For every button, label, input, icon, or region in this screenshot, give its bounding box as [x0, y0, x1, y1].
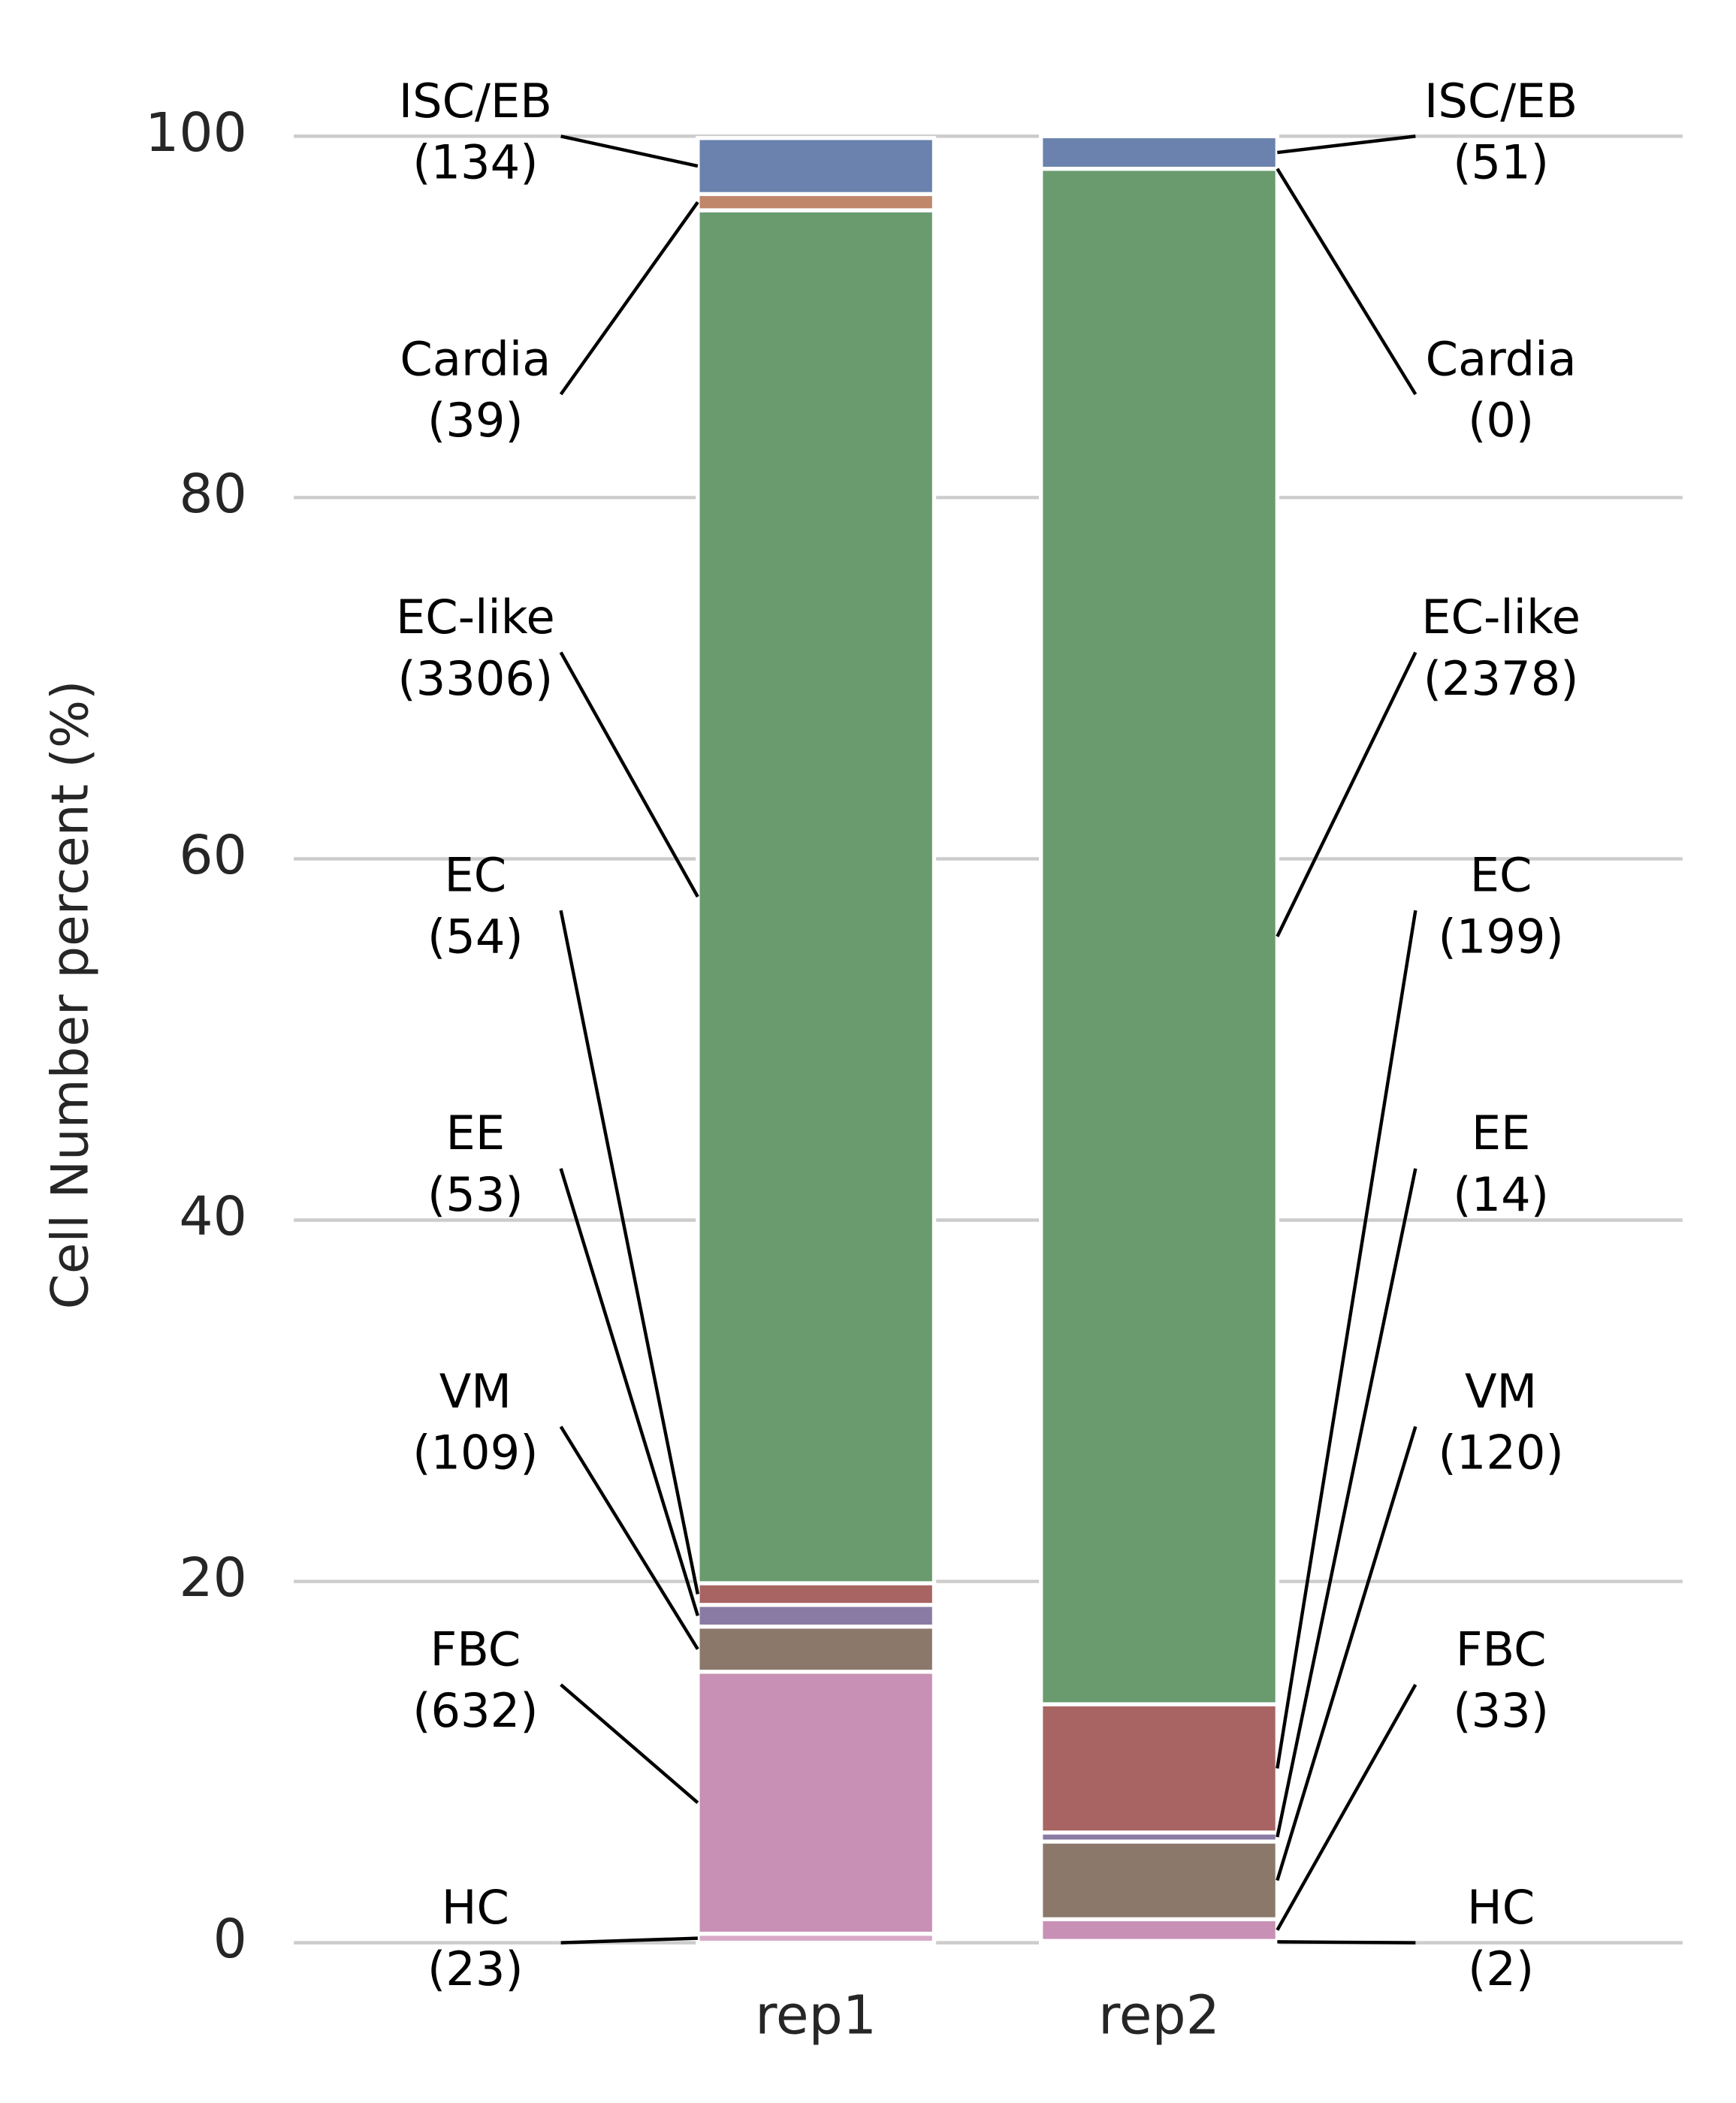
- annotation-name: HC: [442, 1880, 509, 1935]
- annotation-name: VM: [1465, 1364, 1537, 1419]
- y-tick-label: 40: [179, 1185, 246, 1248]
- annotation-count: (53): [427, 1167, 524, 1222]
- leader-line: [559, 201, 699, 396]
- annotation-name: EC-like: [396, 590, 555, 644]
- bar-segment: [696, 1625, 937, 1674]
- annotation-count: (134): [412, 135, 538, 190]
- x-tick-label: rep1: [755, 1984, 877, 2046]
- annotation-name: EE: [1472, 1106, 1531, 1160]
- bar-segment: [696, 1581, 937, 1607]
- grid: 0 20 40 60 80 100: [145, 101, 1683, 1970]
- annotation-name: EC: [1470, 848, 1532, 903]
- bar-segment: [696, 192, 937, 213]
- annotation-count: (51): [1453, 135, 1549, 190]
- leader-line: [560, 1936, 698, 1945]
- annotation-count: (199): [1438, 909, 1563, 964]
- y-axis-label: Cell Number percent (%): [40, 680, 99, 1310]
- annotations: HC (23) FBC (632) VM (109) EE (53) EC (54) EC-like…: [396, 74, 1581, 1996]
- annotation-count: (3306): [397, 651, 553, 706]
- bar-segment: [1039, 167, 1280, 1706]
- leader-line: [560, 134, 699, 168]
- leader-line: [559, 910, 700, 1595]
- y-tick-label: 0: [213, 1908, 247, 1970]
- leader-line: [1276, 1426, 1417, 1881]
- bar-segment: [1039, 1917, 1280, 1943]
- annotation-count: (120): [1438, 1426, 1563, 1480]
- y-tick-label: 100: [145, 101, 247, 164]
- annotation-count: (54): [427, 909, 524, 964]
- annotation-name: HC: [1467, 1880, 1535, 1935]
- bar-segment: [696, 1603, 937, 1629]
- y-tick-label: 80: [179, 463, 246, 525]
- leader-line: [1276, 1683, 1417, 1931]
- annotation-name: VM: [439, 1364, 512, 1419]
- bars: rep1 rep2: [696, 134, 1280, 2046]
- annotation-count: (23): [427, 1942, 524, 1996]
- leader-line: [560, 1683, 699, 1804]
- y-tick-label: 20: [179, 1546, 246, 1609]
- annotation-count: (0): [1468, 393, 1534, 448]
- annotation-count: (2378): [1424, 651, 1579, 706]
- annotation-name: EC: [444, 848, 506, 903]
- annotation-count: (632): [412, 1683, 538, 1738]
- bar-segment: [696, 208, 937, 1586]
- leader-line: [1276, 651, 1417, 937]
- annotation-name: Cardia: [1426, 331, 1577, 386]
- leader-line: [559, 1426, 699, 1650]
- bar-segment: [1039, 1702, 1280, 1835]
- annotation-count: (109): [412, 1426, 538, 1480]
- annotation-name: Cardia: [400, 331, 551, 386]
- leader-line: [559, 1168, 699, 1616]
- bar-segment: [1039, 1839, 1280, 1922]
- x-tick-label: rep2: [1098, 1984, 1220, 2046]
- annotation-name: FBC: [1456, 1622, 1547, 1676]
- bar-segment: [696, 1670, 937, 1936]
- bar-segment: [696, 136, 937, 197]
- annotation-name: FBC: [430, 1622, 521, 1676]
- annotation-name: ISC/EB: [399, 74, 552, 128]
- leader-line: [1276, 167, 1417, 396]
- annotation-name: EE: [446, 1106, 506, 1160]
- leader-line: [1276, 910, 1417, 1769]
- annotation-count: (14): [1453, 1167, 1549, 1222]
- leader-line: [1277, 134, 1416, 155]
- leader-line: [559, 651, 699, 898]
- annotation-name: EC-like: [1421, 590, 1581, 644]
- y-tick-label: 60: [179, 824, 246, 886]
- annotation-count: (33): [1453, 1683, 1549, 1738]
- leader-line: [1276, 1168, 1417, 1838]
- annotation-count: (39): [427, 393, 524, 448]
- bar-segment: [1039, 134, 1280, 171]
- annotation-name: ISC/EB: [1424, 74, 1577, 128]
- annotation-count: (2): [1468, 1942, 1534, 1996]
